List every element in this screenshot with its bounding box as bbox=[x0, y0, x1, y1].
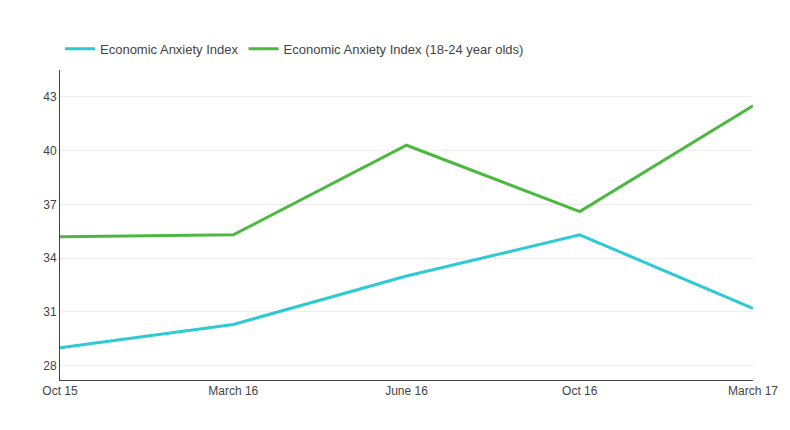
svg-text:28: 28 bbox=[43, 359, 57, 373]
svg-text:31: 31 bbox=[43, 305, 57, 319]
svg-text:37: 37 bbox=[43, 198, 57, 212]
svg-text:43: 43 bbox=[43, 90, 57, 104]
svg-text:June 16: June 16 bbox=[385, 384, 428, 398]
svg-text:Economic Anxiety Index: Economic Anxiety Index bbox=[100, 42, 239, 57]
svg-text:40: 40 bbox=[43, 144, 57, 158]
svg-text:March 16: March 16 bbox=[208, 384, 258, 398]
svg-text:Oct 15: Oct 15 bbox=[42, 384, 78, 398]
svg-text:Economic Anxiety Index (18-24: Economic Anxiety Index (18-24 year olds) bbox=[284, 42, 524, 57]
svg-text:Oct 16: Oct 16 bbox=[562, 384, 598, 398]
svg-text:March 17: March 17 bbox=[728, 384, 778, 398]
svg-text:34: 34 bbox=[43, 251, 57, 265]
